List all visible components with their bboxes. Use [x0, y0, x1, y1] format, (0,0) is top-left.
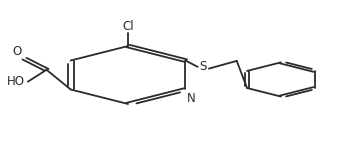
Text: N: N [187, 92, 196, 105]
Text: HO: HO [7, 75, 25, 88]
Text: Cl: Cl [122, 20, 134, 33]
Text: S: S [199, 60, 206, 73]
Text: O: O [13, 45, 22, 58]
